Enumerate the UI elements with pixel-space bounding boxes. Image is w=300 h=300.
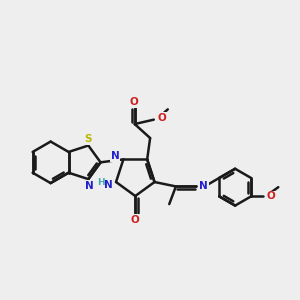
Text: N: N bbox=[200, 181, 208, 191]
Text: O: O bbox=[267, 191, 275, 201]
Text: O: O bbox=[130, 97, 138, 107]
Text: H: H bbox=[97, 178, 104, 187]
Text: O: O bbox=[158, 113, 166, 123]
Text: N: N bbox=[85, 181, 94, 191]
Text: S: S bbox=[85, 134, 92, 144]
Text: O: O bbox=[131, 215, 140, 225]
Text: N: N bbox=[104, 180, 113, 190]
Text: N: N bbox=[111, 152, 120, 161]
